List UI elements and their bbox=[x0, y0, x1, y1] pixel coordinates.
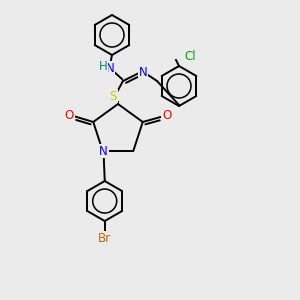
Text: O: O bbox=[64, 109, 74, 122]
Text: N: N bbox=[99, 145, 108, 158]
Text: O: O bbox=[162, 110, 171, 122]
Text: S: S bbox=[109, 89, 117, 103]
Text: N: N bbox=[139, 65, 147, 79]
Text: N: N bbox=[106, 61, 114, 74]
Text: Br: Br bbox=[98, 232, 111, 244]
Text: Cl: Cl bbox=[184, 50, 196, 62]
Text: H: H bbox=[99, 61, 107, 74]
